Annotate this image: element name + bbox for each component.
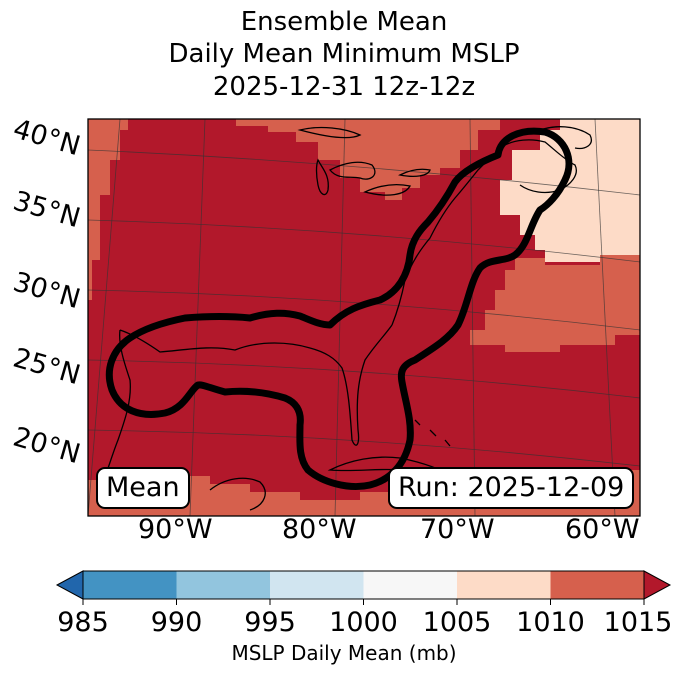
title-line-2: Daily Mean Minimum MSLP [168,39,520,69]
colorbar-tick-marks [82,599,645,605]
colorbar-seg-995-1000 [270,571,364,599]
contour-outline [105,127,573,491]
lon-label-70w: 70°W [420,514,495,545]
colorbar-extend-low [55,570,84,600]
colorbar-tick-1015: 1015 [603,607,673,638]
title-line-1: Ensemble Mean [240,7,448,37]
pressure-band-1005-1010-north [236,119,500,200]
colorbar-tick-990: 990 [150,607,203,638]
colorbar-tick-985: 985 [57,607,109,638]
lon-label-80w: 80°W [282,514,357,545]
colorbar [55,570,672,605]
colorbar-tick-995: 995 [244,607,296,638]
lon-label-60w: 60°W [565,514,640,545]
colorbar-seg-990-995 [176,571,270,599]
colorbar-label: MSLP Daily Mean (mb) [231,641,457,665]
pressure-band-1005-1010-atlantic [470,255,640,352]
colorbar-seg-1000-1005 [363,571,457,599]
map-frame [87,118,641,517]
colorbar-seg-1010-1015 [550,571,644,599]
colorbar-tick-1005: 1005 [422,607,492,638]
colorbar-tick-1010: 1010 [516,607,585,638]
mean-badge: Mean [96,467,190,509]
pressure-band-1005-1010-northwest [88,119,128,300]
colorbar-seg-1005-1010 [457,571,551,599]
lon-label-90w: 90°W [138,514,213,545]
run-date-badge: Run: 2025-12-09 [388,467,635,509]
colorbar-extend-high [643,570,672,600]
colorbar-seg-985-990 [83,571,177,599]
title-line-3: 2025-12-31 12z-12z [212,72,476,102]
colorbar-tick-1000: 1000 [329,607,398,638]
map-area [88,119,640,516]
